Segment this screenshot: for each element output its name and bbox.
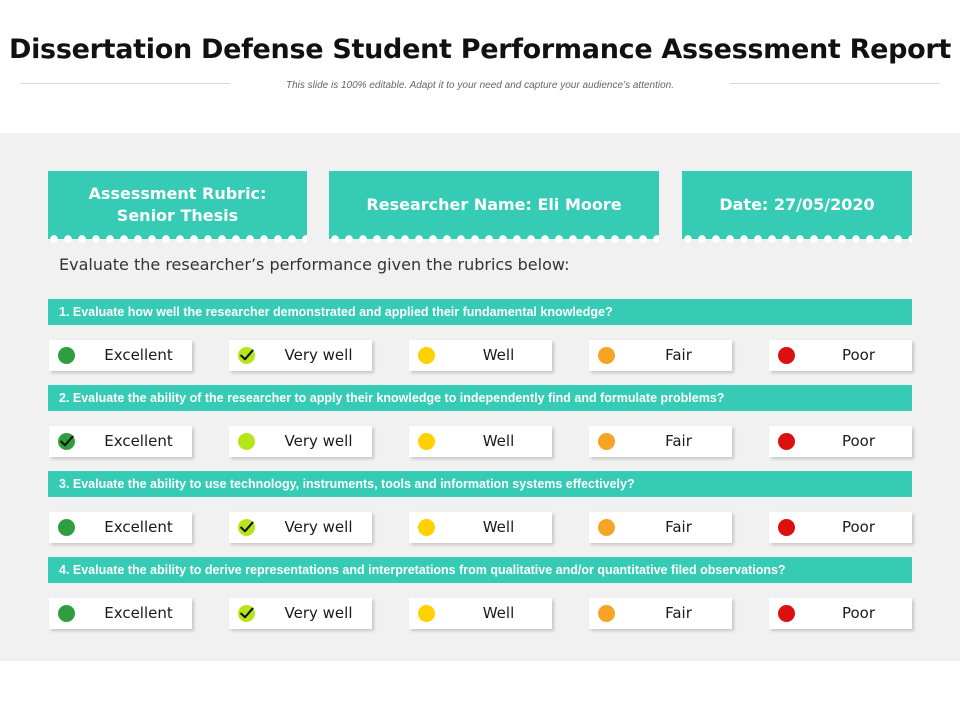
option-label: Very well	[284, 432, 353, 450]
option-label: Very well	[284, 518, 353, 536]
scalloped-edge	[329, 235, 659, 243]
q1-option-excellent[interactable]: Excellent	[49, 340, 192, 371]
question-3-bar: 3. Evaluate the ability to use technolog…	[48, 471, 912, 497]
q4-option-very-well[interactable]: Very well	[229, 598, 372, 629]
q4-option-well[interactable]: Well	[409, 598, 552, 629]
check-circle-icon	[238, 347, 255, 364]
date-label: Date: 27/05/2020	[719, 195, 875, 214]
q4-option-poor[interactable]: Poor	[769, 598, 912, 629]
q2-option-well[interactable]: Well	[409, 426, 552, 457]
question-4-bar: 4. Evaluate the ability to derive repres…	[48, 557, 912, 583]
rating-dot-icon	[598, 519, 615, 536]
q4-option-excellent[interactable]: Excellent	[49, 598, 192, 629]
option-label: Fair	[665, 518, 692, 536]
q2-option-excellent[interactable]: Excellent	[49, 426, 192, 457]
instruction-text: Evaluate the researcher’s performance gi…	[59, 255, 570, 274]
rubric-box: Assessment Rubric: Senior Thesis	[48, 171, 307, 243]
rating-dot-icon	[418, 433, 435, 450]
check-circle-icon	[238, 519, 255, 536]
option-label: Fair	[665, 346, 692, 364]
question-1-bar: 1. Evaluate how well the researcher demo…	[48, 299, 912, 325]
q3-option-well[interactable]: Well	[409, 512, 552, 543]
q3-option-excellent[interactable]: Excellent	[49, 512, 192, 543]
option-label: Poor	[841, 604, 876, 622]
option-label: Very well	[284, 346, 353, 364]
researcher-box: Researcher Name: Eli Moore	[329, 171, 659, 243]
option-label: Well	[482, 432, 515, 450]
check-circle-icon	[238, 605, 255, 622]
q2-option-very-well[interactable]: Very well	[229, 426, 372, 457]
scalloped-edge	[682, 235, 912, 243]
option-label: Excellent	[104, 432, 173, 450]
option-label: Fair	[665, 432, 692, 450]
rating-dot-icon	[598, 347, 615, 364]
title-divider-left	[20, 83, 230, 84]
rubric-label: Assessment Rubric: Senior Thesis	[88, 184, 267, 225]
option-label: Poor	[841, 346, 876, 364]
rating-dot-icon	[58, 347, 75, 364]
rating-dot-icon	[58, 519, 75, 536]
option-label: Fair	[665, 604, 692, 622]
q4-option-fair[interactable]: Fair	[589, 598, 732, 629]
scalloped-edge	[48, 235, 307, 243]
rating-dot-icon	[418, 347, 435, 364]
q1-option-poor[interactable]: Poor	[769, 340, 912, 371]
option-label: Well	[482, 604, 515, 622]
rating-dot-icon	[418, 605, 435, 622]
q1-option-very-well[interactable]: Very well	[229, 340, 372, 371]
rating-dot-icon	[778, 433, 795, 450]
title-divider-right	[730, 83, 940, 84]
page-title: Dissertation Defense Student Performance…	[8, 34, 951, 65]
q3-option-poor[interactable]: Poor	[769, 512, 912, 543]
option-label: Well	[482, 346, 515, 364]
option-label: Excellent	[104, 518, 173, 536]
page-subtitle: This slide is 100% editable. Adapt it to…	[285, 80, 675, 91]
rating-dot-icon	[238, 433, 255, 450]
rating-dot-icon	[598, 605, 615, 622]
date-box: Date: 27/05/2020	[682, 171, 912, 243]
researcher-label: Researcher Name: Eli Moore	[366, 195, 622, 214]
q2-option-fair[interactable]: Fair	[589, 426, 732, 457]
option-label: Well	[482, 518, 515, 536]
question-2-bar: 2. Evaluate the ability of the researche…	[48, 385, 912, 411]
q3-option-fair[interactable]: Fair	[589, 512, 732, 543]
option-label: Excellent	[104, 346, 173, 364]
option-label: Excellent	[104, 604, 173, 622]
option-label: Very well	[284, 604, 353, 622]
q2-option-poor[interactable]: Poor	[769, 426, 912, 457]
check-circle-icon	[58, 433, 75, 450]
q3-option-very-well[interactable]: Very well	[229, 512, 372, 543]
rating-dot-icon	[598, 433, 615, 450]
rating-dot-icon	[778, 347, 795, 364]
option-label: Poor	[841, 432, 876, 450]
q1-option-fair[interactable]: Fair	[589, 340, 732, 371]
rating-dot-icon	[418, 519, 435, 536]
rating-dot-icon	[778, 605, 795, 622]
rating-dot-icon	[778, 519, 795, 536]
q1-option-well[interactable]: Well	[409, 340, 552, 371]
option-label: Poor	[841, 518, 876, 536]
rating-dot-icon	[58, 605, 75, 622]
